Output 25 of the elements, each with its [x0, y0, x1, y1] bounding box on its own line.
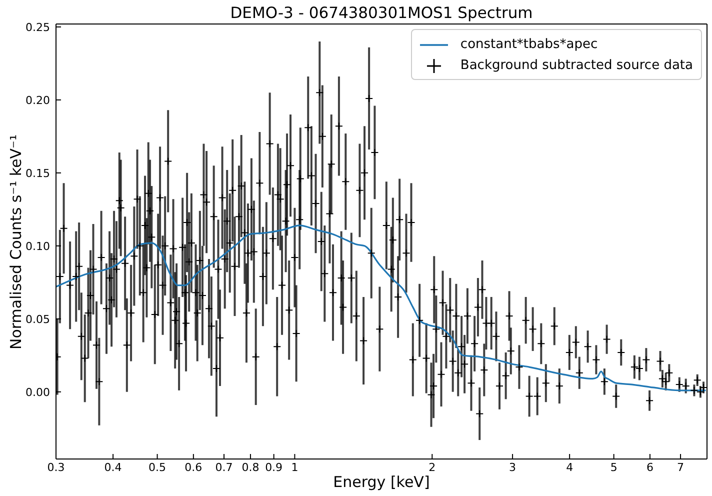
y-tick-label: 0.20 [26, 94, 50, 107]
x-tick-label: 0.7 [215, 460, 233, 474]
x-tick-label: 5 [610, 460, 618, 474]
x-tick-label: 4 [566, 460, 574, 474]
x-axis-title: Energy [keV] [332, 473, 431, 491]
x-tick-label: 0.3 [47, 460, 65, 474]
x-tick-label: 0.8 [242, 460, 260, 474]
x-tick-label: 0.5 [148, 460, 166, 474]
x-tick-label: 1 [291, 460, 298, 474]
x-tick-label: 6 [646, 460, 654, 474]
y-tick-label: 0.15 [26, 166, 50, 180]
legend-label: constant*tbabs*apec [460, 37, 598, 52]
x-tick-label: 0.6 [184, 460, 202, 474]
x-tick-label: 7 [677, 460, 684, 474]
y-tick-label: 0.10 [26, 240, 50, 253]
y-tick-label: 0.00 [26, 386, 50, 399]
x-tick-label: 0.9 [265, 460, 283, 474]
x-tick-label: 2 [428, 460, 436, 474]
legend-label: Background subtracted source data [460, 58, 693, 73]
y-tick-label: 0.05 [26, 312, 50, 326]
y-tick-label: 0.25 [26, 20, 50, 34]
x-tick-label: 3 [509, 460, 516, 474]
chart-title: DEMO-3 - 0674380301MOS1 Spectrum [229, 4, 534, 22]
y-axis-title: Normalised Counts s⁻¹ keV⁻¹ [7, 134, 25, 349]
x-tick-label: 0.4 [104, 460, 122, 474]
